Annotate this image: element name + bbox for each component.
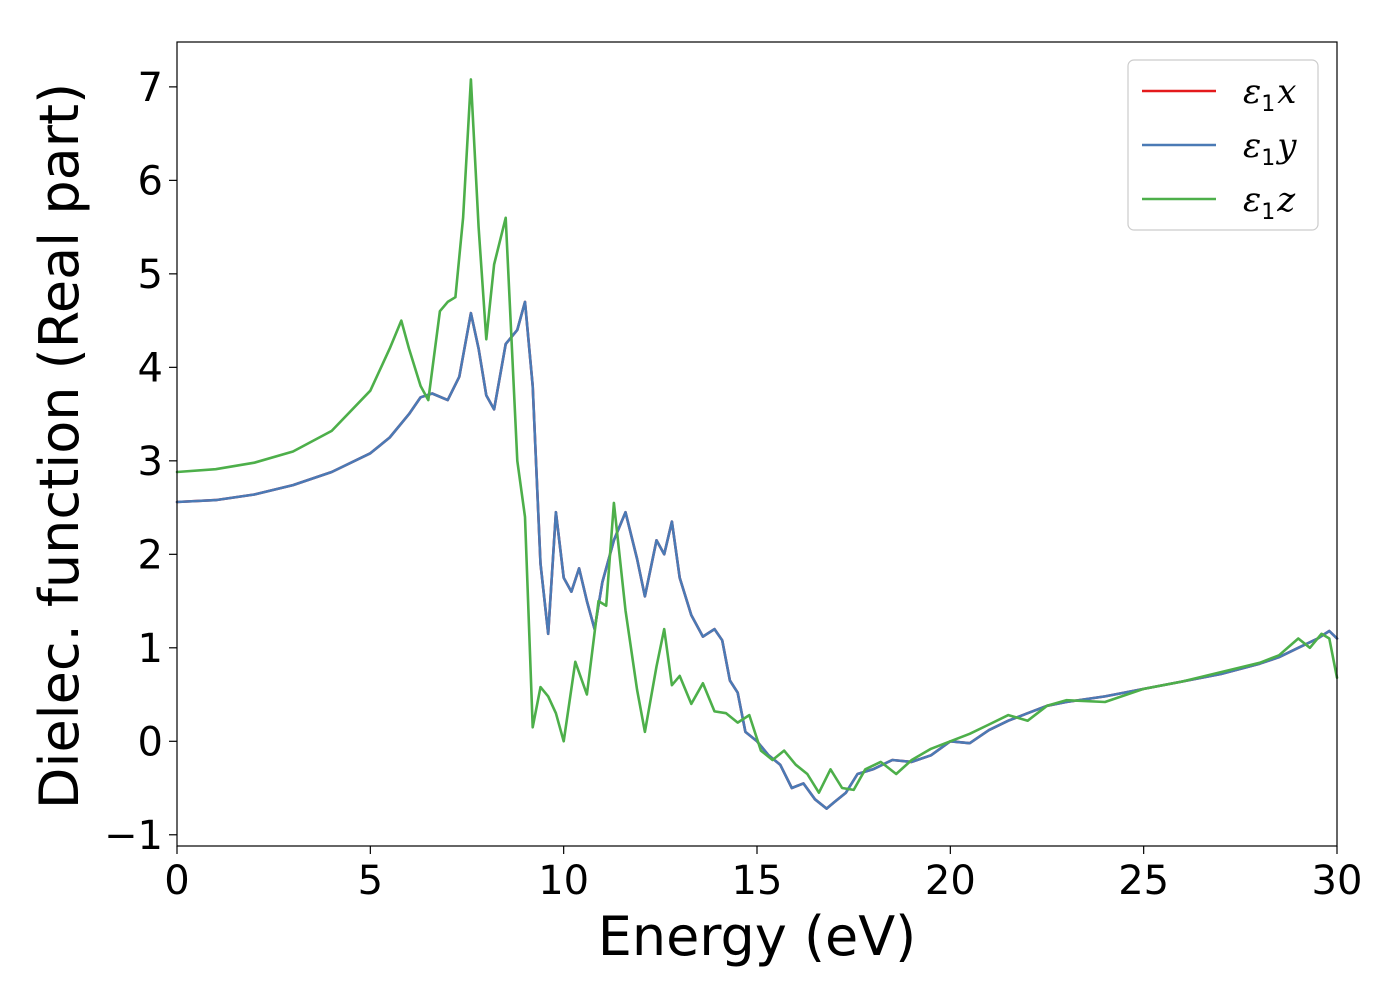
y-tick-label: 4 bbox=[138, 345, 163, 391]
y-tick-label: 2 bbox=[138, 532, 163, 578]
legend: ε1x ε1y ε1z bbox=[1127, 59, 1319, 231]
x-tick-label: 25 bbox=[1118, 858, 1169, 904]
legend-label-z: ε1z bbox=[1243, 180, 1296, 225]
plot-lines bbox=[175, 78, 1339, 810]
y-tick-label: −1 bbox=[104, 813, 163, 859]
x-tick-label: 0 bbox=[164, 858, 189, 904]
series-line-x bbox=[175, 300, 1339, 810]
legend-label-x: ε1x bbox=[1243, 72, 1296, 117]
legend-box bbox=[1127, 59, 1319, 231]
x-tick-label: 20 bbox=[925, 858, 976, 904]
y-axis-label: Dielec. function (Real part) bbox=[28, 83, 91, 809]
x-tick-label: 30 bbox=[1312, 858, 1363, 904]
series-line-y bbox=[175, 300, 1339, 810]
y-tick-label: 7 bbox=[138, 65, 163, 111]
y-tick-label: 6 bbox=[138, 158, 163, 204]
y-tick-label: 3 bbox=[138, 439, 163, 485]
y-axis-ticks: −1 0 1 2 3 4 5 6 7 bbox=[104, 65, 177, 859]
x-axis-label: Energy (eV) bbox=[598, 905, 917, 968]
y-tick-label: 5 bbox=[138, 252, 163, 298]
y-tick-label: 1 bbox=[138, 626, 163, 672]
y-tick-label: 0 bbox=[138, 719, 163, 765]
x-axis-ticks: 0 5 10 15 20 25 30 bbox=[164, 846, 1362, 904]
x-tick-label: 15 bbox=[732, 858, 783, 904]
legend-label-y: ε1y bbox=[1243, 126, 1297, 171]
x-tick-label: 10 bbox=[538, 858, 589, 904]
x-tick-label: 5 bbox=[358, 858, 383, 904]
series-line-z bbox=[175, 78, 1339, 794]
